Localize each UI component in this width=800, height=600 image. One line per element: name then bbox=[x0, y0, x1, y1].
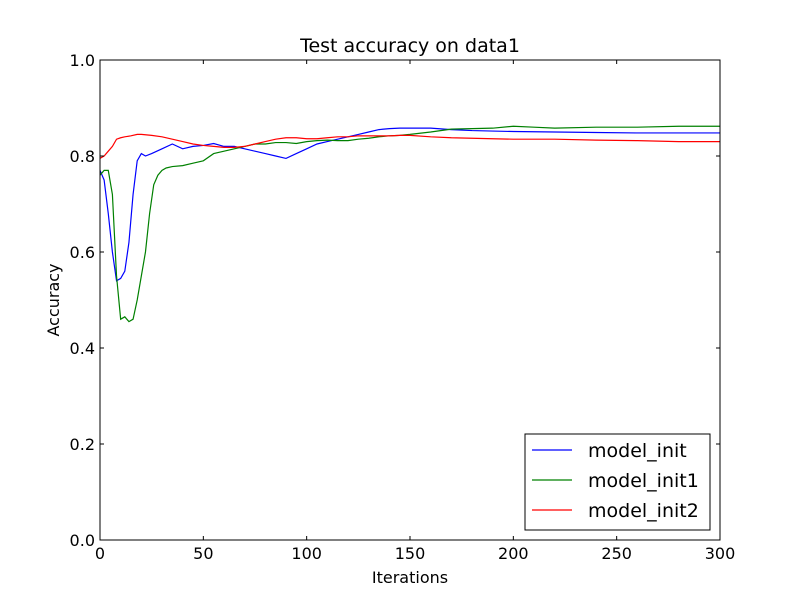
legend-label-model-init1: model_init1 bbox=[588, 470, 699, 492]
chart-title: Test accuracy on data1 bbox=[299, 35, 520, 57]
y-axis-tick-labels: 0.0 0.2 0.4 0.6 0.8 1.0 bbox=[70, 51, 95, 550]
x-tick-label: 100 bbox=[291, 544, 322, 563]
legend-label-model-init2: model_init2 bbox=[588, 500, 699, 522]
y-axis-title: Accuracy bbox=[44, 263, 63, 336]
plot-frame bbox=[99, 59, 721, 541]
y-tick-label: 0.6 bbox=[70, 243, 95, 262]
x-tick-label: 300 bbox=[705, 544, 736, 563]
x-tick-label: 150 bbox=[395, 544, 426, 563]
legend-label-model-init: model_init bbox=[588, 440, 687, 462]
series-lines bbox=[99, 125, 720, 323]
plot-area bbox=[99, 59, 721, 541]
x-tick-label: 50 bbox=[193, 544, 213, 563]
series-line-model-init bbox=[99, 127, 720, 282]
x-tick-label: 200 bbox=[498, 544, 529, 563]
y-tick-label: 0.0 bbox=[70, 531, 95, 550]
legend: model_init model_init1 model_init2 bbox=[524, 433, 711, 531]
y-tick-label: 0.2 bbox=[70, 435, 95, 454]
x-axis-tick-labels: 0 50 100 150 200 250 300 bbox=[95, 544, 735, 563]
series-line-model-init1 bbox=[99, 125, 720, 323]
y-tick-label: 0.4 bbox=[70, 339, 95, 358]
x-axis-title: Iterations bbox=[372, 568, 448, 587]
y-tick-label: 0.8 bbox=[70, 147, 95, 166]
series-line-model-init2 bbox=[99, 133, 720, 159]
y-tick-label: 1.0 bbox=[70, 51, 95, 70]
x-tick-label: 0 bbox=[95, 544, 105, 563]
legend-items: model_init model_init1 model_init2 bbox=[532, 440, 699, 522]
x-tick-label: 250 bbox=[601, 544, 632, 563]
